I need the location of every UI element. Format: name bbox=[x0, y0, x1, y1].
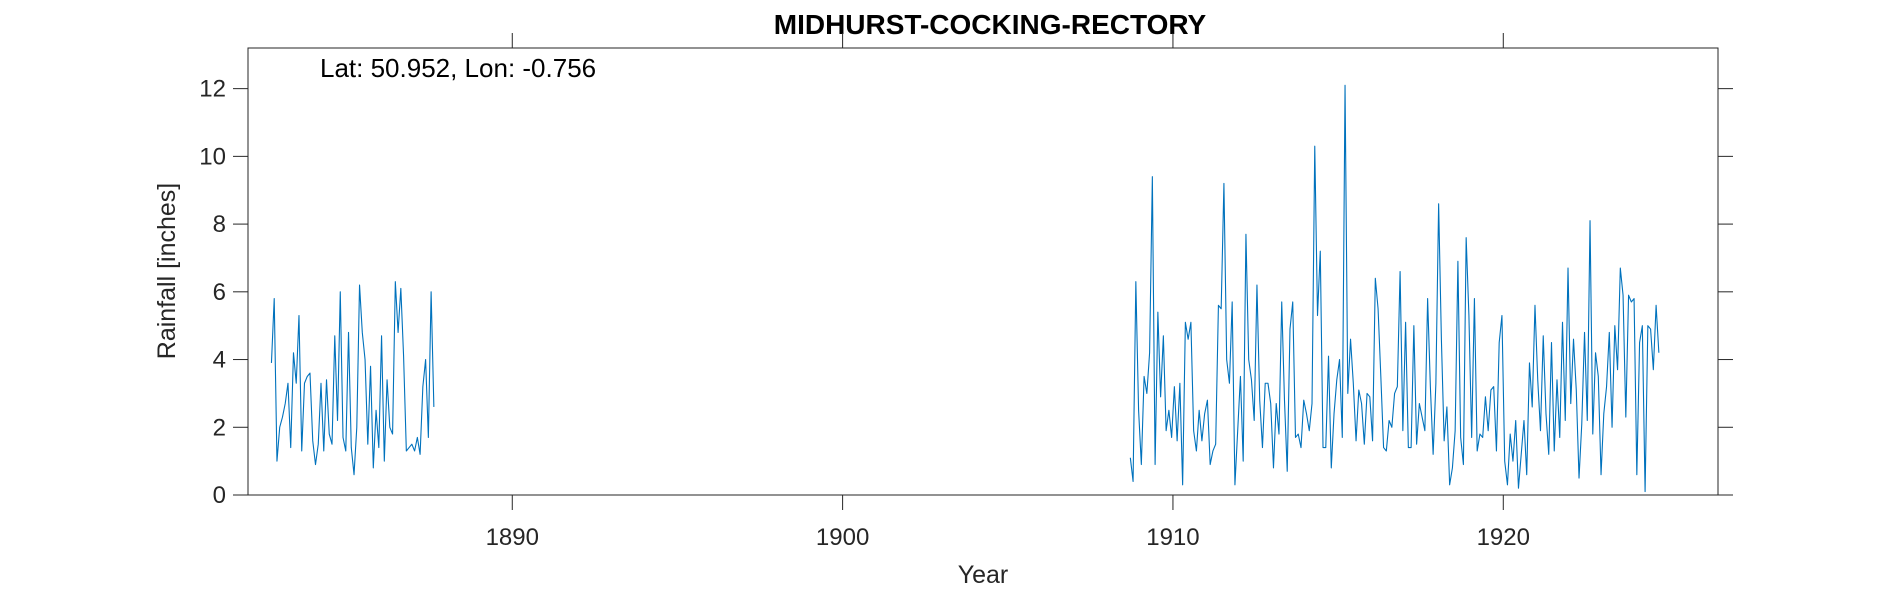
x-tick-label: 1900 bbox=[816, 524, 869, 551]
y-tick-label: 8 bbox=[213, 211, 226, 238]
y-tick-label: 6 bbox=[213, 279, 226, 306]
chart-title: MIDHURST-COCKING-RECTORY bbox=[774, 9, 1207, 40]
x-tick-label: 1910 bbox=[1146, 524, 1199, 551]
location-annotation: Lat: 50.952, Lon: -0.756 bbox=[320, 53, 596, 83]
y-axis-label: Rainfall [inches] bbox=[153, 183, 181, 359]
y-tick-label: 10 bbox=[199, 143, 226, 170]
y-tick-label: 2 bbox=[213, 414, 226, 441]
y-tick-label: 12 bbox=[199, 76, 226, 103]
rainfall-series bbox=[270, 84, 1660, 493]
rainfall-line-segment bbox=[270, 281, 435, 476]
y-tick-label: 0 bbox=[213, 482, 226, 509]
axis-ticks bbox=[233, 33, 1733, 510]
x-tick-label: 1920 bbox=[1477, 524, 1530, 551]
x-axis-label: Year bbox=[958, 561, 1009, 589]
rainfall-line-segment bbox=[1129, 84, 1660, 493]
plot-area bbox=[247, 47, 1719, 496]
y-tick-label: 4 bbox=[213, 347, 226, 374]
tick-labels: 1890 1900 1910 1920 0 2 4 6 8 10 12 bbox=[199, 76, 1530, 551]
x-tick-label: 1890 bbox=[486, 524, 539, 551]
